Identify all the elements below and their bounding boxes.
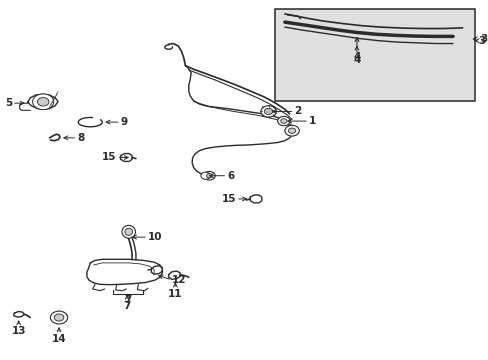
- Text: 3: 3: [477, 36, 484, 46]
- Text: 15: 15: [102, 153, 117, 162]
- Circle shape: [280, 119, 286, 123]
- Text: 11: 11: [168, 289, 182, 299]
- Text: 10: 10: [148, 232, 162, 242]
- Ellipse shape: [122, 225, 135, 238]
- Text: 1: 1: [308, 116, 316, 126]
- Text: 6: 6: [227, 171, 234, 181]
- Circle shape: [54, 314, 64, 321]
- Text: 4: 4: [352, 55, 360, 65]
- Circle shape: [288, 128, 295, 134]
- Bar: [275, 9, 474, 102]
- Text: 5: 5: [5, 98, 12, 108]
- Text: 15: 15: [221, 194, 235, 204]
- Circle shape: [201, 172, 210, 179]
- Text: 2: 2: [294, 107, 301, 116]
- Circle shape: [33, 94, 54, 110]
- Circle shape: [50, 311, 67, 324]
- Circle shape: [264, 108, 272, 114]
- Text: 13: 13: [11, 327, 26, 337]
- Ellipse shape: [124, 228, 132, 235]
- Text: 4: 4: [352, 52, 360, 62]
- Circle shape: [285, 125, 299, 136]
- Text: 3: 3: [479, 34, 486, 44]
- Text: 14: 14: [52, 334, 66, 344]
- Circle shape: [203, 171, 215, 180]
- Text: 7: 7: [124, 296, 131, 305]
- Circle shape: [260, 106, 276, 117]
- Text: 8: 8: [77, 133, 84, 143]
- Circle shape: [277, 116, 289, 126]
- Circle shape: [38, 98, 49, 106]
- Circle shape: [206, 174, 212, 178]
- Text: 7: 7: [123, 301, 131, 311]
- Text: 9: 9: [121, 117, 127, 127]
- Text: 12: 12: [172, 275, 186, 285]
